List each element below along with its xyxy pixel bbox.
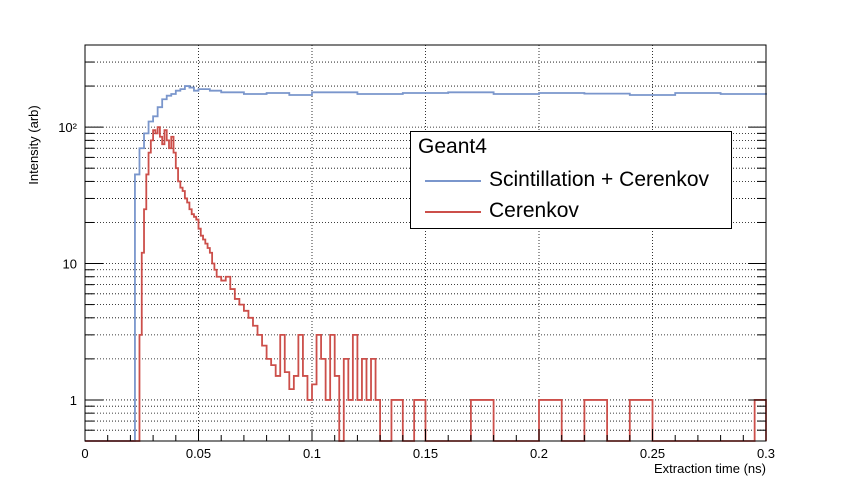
grid	[85, 44, 766, 442]
legend-entry-scintillation: Scintillation + Cerenkov	[411, 166, 731, 196]
x-tick-label: 0.3	[757, 446, 775, 461]
legend: Geant4 Scintillation + Cerenkov Cerenkov	[410, 131, 732, 229]
legend-label-cerenkov: Cerenkov	[489, 199, 579, 222]
legend-swatch-scintillation	[425, 180, 481, 182]
legend-entry-cerenkov: Cerenkov	[411, 197, 731, 227]
x-tick-label: 0	[81, 446, 88, 461]
x-tick-label: 0.2	[530, 446, 548, 461]
x-tick-label: 0.25	[640, 446, 665, 461]
x-tick-label: 0.1	[303, 446, 321, 461]
x-tick-label: 0.15	[413, 446, 438, 461]
x-axis-label: Extraction time (ns)	[654, 461, 766, 476]
legend-title: Geant4	[418, 135, 487, 158]
legend-swatch-cerenkov	[425, 211, 481, 213]
y-tick-label: 10²	[58, 120, 77, 135]
y-axis-label: Intensity (arb)	[26, 105, 41, 184]
y-tick-label: 10	[63, 257, 77, 272]
series-scintillation-cerenkov-line	[85, 85, 767, 442]
y-tick-label: 1	[70, 393, 77, 408]
ticks: 0 0.05 0.1 0.15 0.2 0.25 0.3 1 10 10²	[58, 44, 775, 461]
legend-label-scintillation: Scintillation + Cerenkov	[489, 168, 710, 191]
x-tick-label: 0.05	[186, 446, 211, 461]
